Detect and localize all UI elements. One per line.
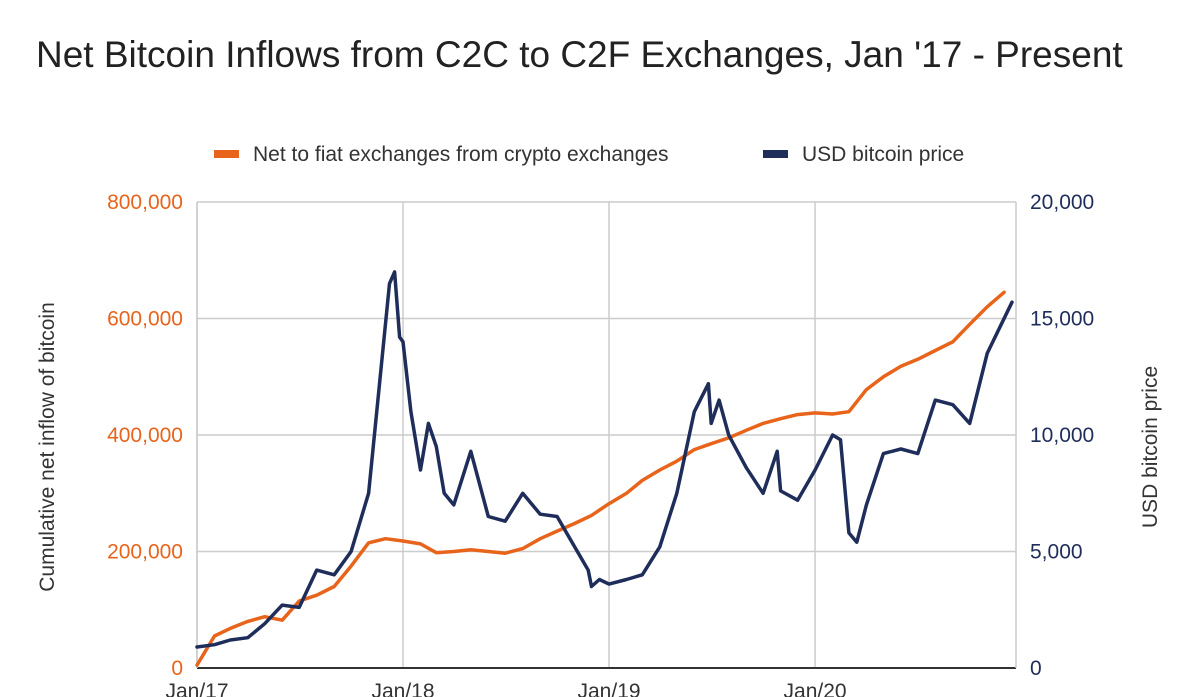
y-tick-left: 0 [171, 657, 183, 680]
y-axis-right-title: USD bitcoin price [1139, 366, 1162, 528]
y-tick-left: 800,000 [107, 191, 183, 214]
y-axis-left-title: Cumulative net inflow of bitcoin [36, 302, 59, 591]
legend: Net to fiat exchanges from crypto exchan… [214, 143, 964, 166]
y-tick-right: 15,000 [1030, 308, 1094, 331]
y-tick-left: 400,000 [107, 424, 183, 447]
x-tick-label: Jan/18 [371, 680, 434, 697]
legend-swatch-btc-price [763, 150, 788, 158]
y-tick-left: 200,000 [107, 541, 183, 564]
legend-label-btc-price: USD bitcoin price [802, 143, 964, 166]
series-net-inflow-line [195, 290, 1006, 667]
axis-labels: 0 0 200,000 5,000 400,000 10,000 600,000 15,000… [36, 191, 1162, 697]
series-btc-price-line [195, 270, 1014, 649]
chart-title: Net Bitcoin Inflows from C2C to C2F Exch… [36, 34, 1123, 75]
series-lines [195, 270, 1014, 667]
x-tick-label: Jan/17 [165, 680, 228, 697]
y-tick-left: 600,000 [107, 308, 183, 331]
x-tick-label: Jan/20 [784, 680, 847, 697]
axes [196, 202, 1017, 669]
y-tick-right: 20,000 [1030, 191, 1094, 214]
x-tick-label: Jan/19 [578, 680, 641, 697]
y-tick-right: 5,000 [1030, 541, 1083, 564]
gridlines [196, 201, 1016, 668]
legend-label-net-inflow: Net to fiat exchanges from crypto exchan… [253, 143, 669, 166]
legend-swatch-net-inflow [214, 150, 239, 158]
y-tick-right: 0 [1030, 657, 1042, 680]
y-tick-right: 10,000 [1030, 424, 1094, 447]
